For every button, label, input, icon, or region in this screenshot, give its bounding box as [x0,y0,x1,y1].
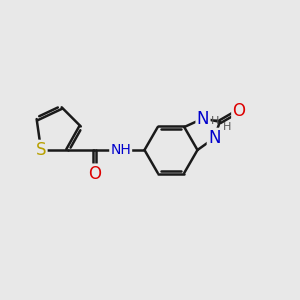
Text: H: H [223,122,231,132]
Text: O: O [88,165,100,183]
Text: N: N [197,110,209,128]
Text: N: N [208,129,220,147]
Text: O: O [232,102,245,120]
Text: NH: NH [110,143,131,157]
Text: S: S [36,141,46,159]
Text: H: H [211,116,220,126]
